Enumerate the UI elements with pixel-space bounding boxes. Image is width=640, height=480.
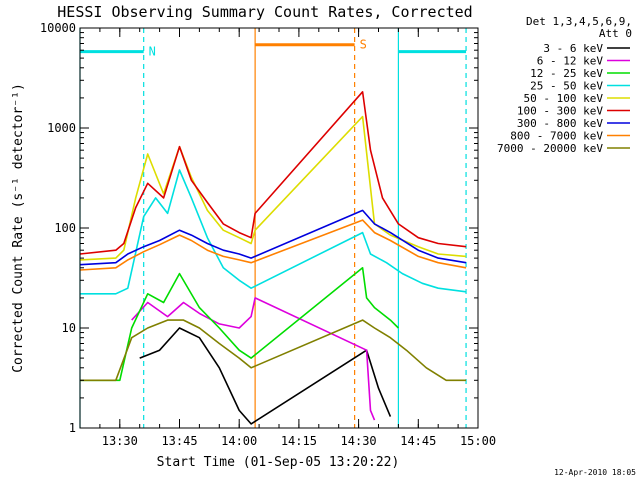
legend-label: 300 - 800 keV — [517, 117, 603, 130]
legend-label: 50 - 100 keV — [524, 92, 604, 105]
x-tick-label: 14:45 — [400, 434, 436, 448]
series-line — [79, 115, 467, 261]
legend-label: 100 - 300 keV — [517, 105, 603, 118]
y-tick-label: 1000 — [47, 121, 76, 135]
legend-label: 12 - 25 keV — [530, 67, 603, 80]
series-line — [79, 91, 467, 255]
y-axis-ticks: 1 10 100 1000 10000 — [40, 21, 478, 435]
chart-title: HESSI Observing Summary Count Rates, Cor… — [57, 3, 472, 21]
footer-timestamp: 12-Apr-2010 18:05 — [554, 468, 636, 477]
series-line — [80, 169, 467, 295]
legend-label: 3 - 6 keV — [543, 42, 603, 55]
series-line — [80, 266, 399, 382]
series-line — [131, 297, 376, 421]
x-tick-label: 15:00 — [460, 434, 496, 448]
axes — [79, 27, 479, 429]
legend-header: Det 1,3,4,5,6,9, — [526, 15, 632, 28]
x-tick-label: 13:30 — [102, 434, 138, 448]
series-line — [139, 327, 392, 425]
y-tick-label: 1 — [69, 421, 76, 435]
legend-label: 6 - 12 keV — [537, 55, 604, 68]
series-line — [79, 209, 467, 266]
x-tick-label: 13:45 — [161, 434, 197, 448]
y-axis-label: Corrected Count Rate (s⁻¹ detector⁻¹) — [11, 83, 26, 373]
x-axis-label: Start Time (01-Sep-05 13:20:22) — [157, 455, 400, 470]
x-tick-label: 14:15 — [281, 434, 317, 448]
series-line — [79, 219, 467, 271]
legend-label: 25 - 50 keV — [530, 80, 603, 93]
x-tick-label: 14:00 — [221, 434, 257, 448]
x-tick-label: 14:30 — [341, 434, 377, 448]
x-axis-ticks: 13:30 13:45 14:00 14:15 14:30 14:45 15:00 — [79, 28, 496, 448]
y-tick-label: 10000 — [40, 21, 76, 35]
annotation-label: N — [149, 45, 156, 59]
legend-label: 7000 - 20000 keV — [497, 142, 603, 155]
series-line — [80, 319, 467, 382]
legend-label: 800 - 7000 keV — [510, 130, 603, 143]
y-tick-label: 10 — [62, 321, 76, 335]
legend-header: Att 0 — [599, 27, 632, 40]
y-tick-label: 100 — [54, 221, 76, 235]
plot-frame — [79, 27, 479, 429]
annotation-label: S — [360, 38, 367, 52]
